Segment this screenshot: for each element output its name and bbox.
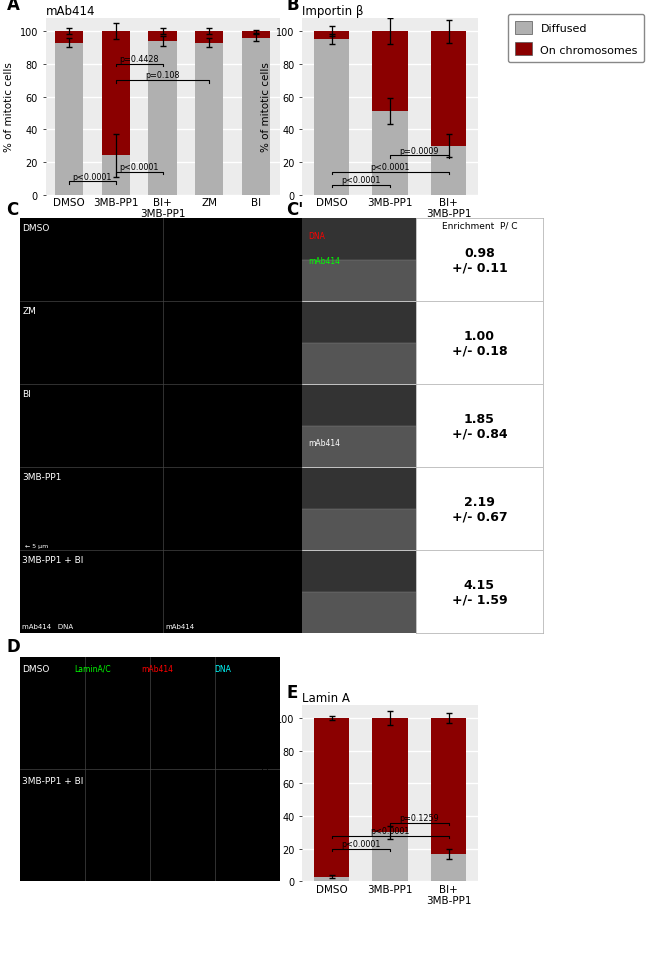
Bar — [302, 509, 416, 551]
Text: mAb414   DNA: mAb414 DNA — [22, 623, 73, 630]
Text: ← 5 μm: ← 5 μm — [25, 544, 49, 549]
Bar — [195, 32, 224, 44]
Text: Lamin A: Lamin A — [302, 691, 350, 704]
Bar — [195, 44, 224, 195]
Bar — [372, 32, 408, 112]
Bar — [101, 156, 130, 195]
Text: p<0.0001: p<0.0001 — [370, 163, 410, 172]
Bar — [148, 32, 177, 42]
Bar — [302, 468, 416, 509]
Text: p<0.0001: p<0.0001 — [370, 826, 410, 835]
Text: B: B — [286, 0, 298, 13]
Text: p=0.4428: p=0.4428 — [120, 55, 159, 64]
Bar — [431, 719, 466, 854]
Text: 1.00
+/- 0.18: 1.00 +/- 0.18 — [452, 330, 507, 357]
Bar — [242, 32, 270, 39]
Bar — [314, 719, 349, 877]
Bar — [242, 39, 270, 195]
Text: 1.85
+/- 0.84: 1.85 +/- 0.84 — [452, 413, 507, 440]
Text: BI: BI — [22, 389, 31, 398]
Text: D: D — [6, 637, 20, 655]
Y-axis label: % of mitotic cells: % of mitotic cells — [261, 62, 270, 152]
Y-axis label: % of mitotic cells: % of mitotic cells — [4, 62, 14, 152]
Bar — [302, 344, 416, 385]
Text: 0.98
+/- 0.11: 0.98 +/- 0.11 — [452, 247, 507, 274]
Bar — [302, 219, 416, 261]
Text: 4.15
+/- 1.59: 4.15 +/- 1.59 — [452, 578, 507, 606]
Bar — [431, 32, 466, 147]
Text: mAb414: mAb414 — [308, 439, 340, 448]
Text: p=0.108: p=0.108 — [146, 71, 179, 80]
Text: Enrichment  P/ C: Enrichment P/ C — [441, 221, 517, 231]
Bar — [55, 44, 83, 195]
Text: DMSO: DMSO — [22, 223, 50, 233]
Bar — [372, 833, 408, 882]
Text: mAb414: mAb414 — [165, 623, 194, 630]
Text: DNA: DNA — [214, 664, 231, 673]
Bar — [55, 32, 83, 44]
Bar — [101, 32, 130, 156]
Text: p<0.0001: p<0.0001 — [341, 839, 380, 848]
Text: LaminA/C: LaminA/C — [74, 664, 111, 673]
Bar — [148, 42, 177, 195]
Bar — [314, 877, 349, 882]
Text: ZM: ZM — [22, 306, 36, 315]
Text: C: C — [6, 200, 19, 218]
Text: DNA: DNA — [308, 232, 325, 240]
Bar — [302, 385, 416, 427]
Text: 3MB-PP1: 3MB-PP1 — [22, 472, 62, 481]
Text: p=0.1259: p=0.1259 — [399, 813, 439, 821]
Bar — [302, 302, 416, 344]
Bar — [302, 593, 416, 634]
Bar — [314, 32, 349, 40]
Text: DMSO: DMSO — [22, 664, 49, 673]
Text: p<0.0001: p<0.0001 — [73, 172, 112, 181]
Text: E: E — [286, 683, 298, 701]
Bar — [302, 427, 416, 468]
Y-axis label: % of mitotic cells: % of mitotic cells — [261, 748, 270, 839]
Legend: Diffused, On chromosomes: Diffused, On chromosomes — [508, 15, 644, 63]
Bar — [431, 147, 466, 195]
Text: 3MB-PP1 + BI: 3MB-PP1 + BI — [22, 555, 84, 564]
Bar — [302, 261, 416, 302]
Text: mAb414: mAb414 — [308, 256, 340, 266]
Text: mAb414: mAb414 — [141, 664, 174, 673]
Text: A: A — [6, 0, 20, 13]
Bar — [372, 719, 408, 833]
Text: 2.19
+/- 0.67: 2.19 +/- 0.67 — [452, 496, 507, 523]
Text: C': C' — [286, 200, 304, 218]
Bar — [302, 551, 416, 593]
Text: mAb414: mAb414 — [46, 5, 95, 18]
Bar — [372, 112, 408, 195]
Bar — [431, 854, 466, 882]
Text: p<0.0001: p<0.0001 — [120, 163, 159, 172]
Text: p=0.0009: p=0.0009 — [400, 147, 439, 155]
Text: p<0.0001: p<0.0001 — [341, 175, 380, 185]
Text: Importin β: Importin β — [302, 5, 364, 18]
Text: 3MB-PP1 + BI: 3MB-PP1 + BI — [22, 777, 83, 785]
Bar — [314, 40, 349, 195]
